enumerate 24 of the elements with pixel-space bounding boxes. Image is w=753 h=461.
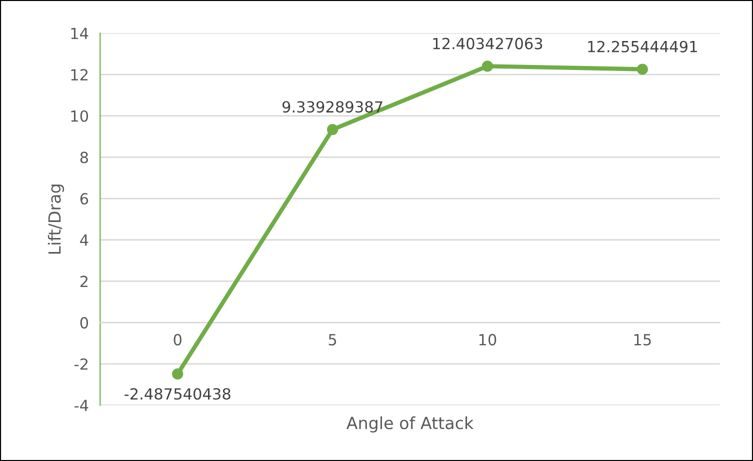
- y-tick-label: 6: [80, 193, 88, 205]
- point: [482, 60, 494, 72]
- point: [636, 64, 648, 75]
- y-axis-title: Lift/Drag: [48, 184, 64, 254]
- point: [326, 124, 338, 136]
- y-tick-label: -4: [74, 400, 88, 412]
- x-axis-title: Angle of Attack: [346, 416, 474, 433]
- data-label: 9.339289387: [282, 101, 382, 113]
- x-tick-label: 10: [479, 334, 496, 346]
- y-tick-label: 4: [80, 234, 88, 246]
- point: [172, 368, 184, 380]
- y-tick-label: 2: [80, 276, 88, 288]
- y-tick-label: 10: [71, 110, 88, 122]
- y-tick-label: -2: [74, 358, 88, 370]
- y-tick-label: 0: [80, 317, 88, 329]
- y-tick-label: 14: [71, 28, 88, 39]
- x-tick-label: 5: [328, 334, 336, 346]
- data-label: -2.487540438: [124, 388, 230, 400]
- y-tick-label: 8: [80, 152, 88, 164]
- data-label: 12.403427063: [433, 38, 542, 50]
- x-tick-label: 15: [634, 334, 651, 346]
- y-tick-label: 12: [71, 68, 88, 80]
- data-label: 12.255444491: [588, 40, 697, 52]
- x-tick-label: 0: [174, 334, 182, 346]
